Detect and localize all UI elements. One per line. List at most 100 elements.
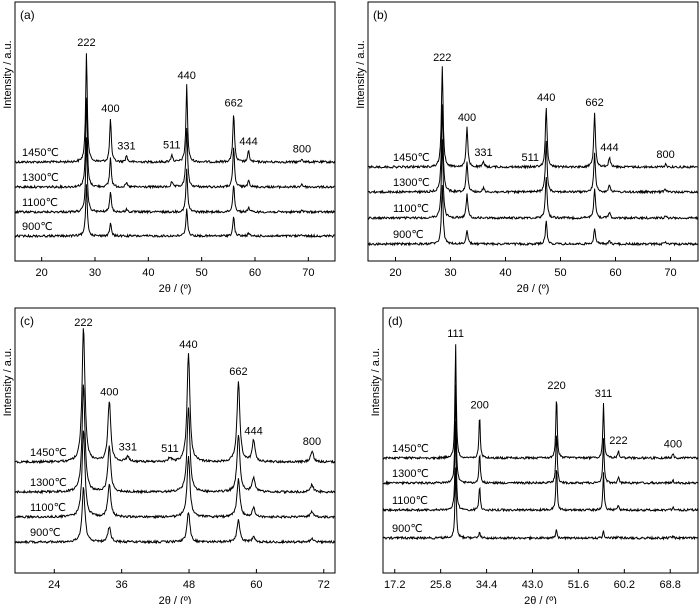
x-tick-label: 72 xyxy=(318,579,330,591)
peak-annotation: 662 xyxy=(224,98,242,110)
series-label: 1300℃ xyxy=(392,468,429,480)
panel-a: (a) 20 30 40 50 60 70 2θ / (º) Intensity / a.u. 1… xyxy=(2,1,336,295)
series-line xyxy=(367,139,699,221)
x-tick-label: 20 xyxy=(36,267,48,279)
x-axis-label: 2θ / (º) xyxy=(159,283,192,295)
series-line xyxy=(14,53,336,165)
series-line xyxy=(15,430,336,520)
peak-annotation: 331 xyxy=(117,140,135,152)
peak-annotation: 311 xyxy=(595,388,613,400)
series-label: 1100℃ xyxy=(22,197,58,209)
y-axis-label: Intensity / a.u. xyxy=(2,348,14,416)
series-line xyxy=(367,66,699,170)
series-line xyxy=(14,487,336,545)
x-tick-label: 70 xyxy=(664,267,676,279)
series-line xyxy=(367,104,699,195)
peak-annotation: 511 xyxy=(161,443,179,455)
peak-annotation: 511 xyxy=(521,152,539,164)
plot-frame xyxy=(382,307,699,574)
peak-annotation: 440 xyxy=(537,92,555,104)
panel-label: (b) xyxy=(373,8,388,22)
x-axis-label: 2θ / (º) xyxy=(159,595,192,604)
x-tick-label: 70 xyxy=(302,267,314,279)
peak-annotation: 662 xyxy=(229,366,247,378)
peak-annotation: 400 xyxy=(458,112,476,124)
panel-d: (d) 17.2 25.8 34.4 43.0 51.6 60.2 68.8 2θ / (º) I… xyxy=(370,307,699,604)
series-line xyxy=(14,137,336,215)
x-tick-label: 24 xyxy=(48,579,60,591)
peak-annotation: 400 xyxy=(101,103,119,115)
peak-annotation: 400 xyxy=(664,438,682,450)
plot-frame xyxy=(367,1,699,262)
x-tick-label: 25.8 xyxy=(430,579,451,591)
peak-annotation: 200 xyxy=(470,399,488,411)
series-line xyxy=(367,184,699,247)
x-tick-label: 17.2 xyxy=(384,579,405,591)
x-tick-label: 40 xyxy=(499,267,511,279)
series-line xyxy=(382,344,698,461)
peak-annotation: 400 xyxy=(100,386,118,398)
series-label: 1100℃ xyxy=(30,502,66,514)
panel-label: (a) xyxy=(20,8,35,22)
series-label: 1450℃ xyxy=(30,447,67,459)
series-label: 900℃ xyxy=(392,523,423,535)
peak-annotation: 222 xyxy=(77,37,95,49)
y-axis-label: Intensity / a.u. xyxy=(2,40,14,108)
peak-annotation: 800 xyxy=(303,436,321,448)
panel-label: (d) xyxy=(388,314,403,328)
x-tick-label: 48 xyxy=(183,579,195,591)
series-line xyxy=(14,184,336,239)
series-line xyxy=(14,328,336,465)
x-tick-label: 60.2 xyxy=(614,579,635,591)
x-tick-label: 68.8 xyxy=(660,579,681,591)
peak-annotation: 800 xyxy=(656,149,674,161)
peak-annotation: 440 xyxy=(178,70,196,82)
series-label: 1300℃ xyxy=(393,177,430,189)
series-label: 1450℃ xyxy=(392,443,429,455)
peak-annotation: 331 xyxy=(119,442,137,454)
x-tick-label: 20 xyxy=(389,267,401,279)
series-line xyxy=(382,384,699,486)
peak-annotation: 511 xyxy=(163,139,181,151)
peak-annotation: 331 xyxy=(474,147,492,159)
x-tick-label: 30 xyxy=(444,267,456,279)
series-label: 1450℃ xyxy=(393,152,430,164)
series-label: 1450℃ xyxy=(22,147,59,159)
x-axis-label: 2θ / (º) xyxy=(517,283,550,295)
x-tick-label: 51.6 xyxy=(568,579,589,591)
peak-annotation: 222 xyxy=(609,435,627,447)
x-tick-label: 60 xyxy=(609,267,621,279)
x-axis-label: 2θ / (º) xyxy=(524,595,557,604)
x-tick-label: 43.0 xyxy=(522,579,543,591)
series-label: 900℃ xyxy=(30,527,61,539)
series-line xyxy=(382,467,699,541)
panel-c: (c) 24 36 48 60 72 2θ / (º) Intensity / a.u. 145… xyxy=(2,307,336,604)
x-tick-label: 34.4 xyxy=(476,579,497,591)
peak-annotation: 444 xyxy=(244,425,262,437)
panel-label: (c) xyxy=(20,314,34,328)
series-label: 1300℃ xyxy=(22,172,59,184)
x-tick-label: 36 xyxy=(116,579,128,591)
x-tick-label: 50 xyxy=(196,267,208,279)
plot-frame xyxy=(14,307,336,574)
series-label: 900℃ xyxy=(22,221,53,233)
peak-annotation: 800 xyxy=(293,144,311,156)
peak-annotation: 444 xyxy=(600,142,618,154)
x-tick-label: 60 xyxy=(250,579,262,591)
series-label: 1100℃ xyxy=(393,203,429,215)
series-label: 1300℃ xyxy=(30,477,67,489)
peak-annotation: 222 xyxy=(433,52,451,64)
plot-frame xyxy=(14,1,336,262)
x-tick-label: 50 xyxy=(554,267,566,279)
peak-annotation: 220 xyxy=(547,380,565,392)
x-tick-label: 30 xyxy=(89,267,101,279)
series-label: 1100℃ xyxy=(392,495,428,507)
series-line xyxy=(14,384,336,495)
y-axis-label: Intensity / a.u. xyxy=(370,348,382,416)
panel-b: (b) 20 30 40 50 60 70 2θ / (º) Intensity / a.u. 1… xyxy=(355,1,699,295)
peak-annotation: 444 xyxy=(239,136,257,148)
x-tick-label: 40 xyxy=(142,267,154,279)
series-label: 900℃ xyxy=(393,229,424,241)
peak-annotation: 440 xyxy=(179,339,197,351)
